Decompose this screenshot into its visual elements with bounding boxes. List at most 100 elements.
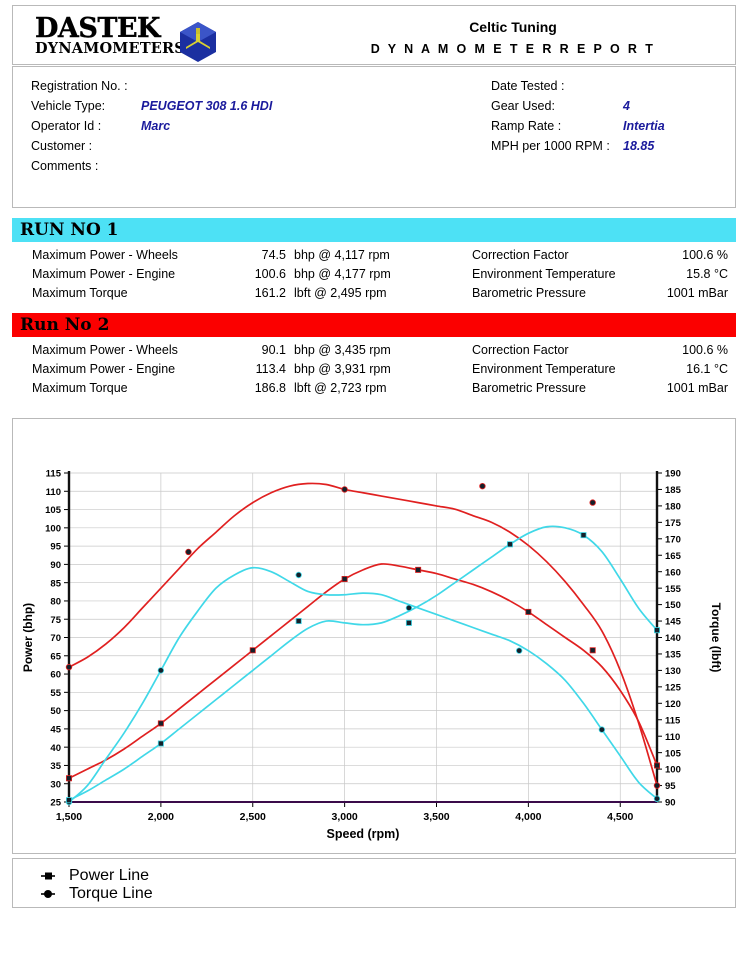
svg-text:85: 85 bbox=[50, 578, 61, 589]
svg-text:150: 150 bbox=[665, 600, 681, 611]
legend-label-power-line: Power Line bbox=[69, 867, 150, 884]
vehicle-details-panel: Registration No. : Vehicle Type: Operato… bbox=[12, 66, 736, 208]
svg-text:135: 135 bbox=[665, 650, 682, 661]
svg-text:4,000: 4,000 bbox=[515, 811, 541, 823]
run-2-unit-power-engine: bhp @ 3,931 rpm bbox=[294, 362, 391, 376]
dyno-chart-svg: 25 30 35 40 45 50 55 60 65 70 75 80 85 90 95 100 105 110 1… bbox=[21, 469, 723, 841]
svg-text:115: 115 bbox=[665, 715, 681, 726]
svg-text:2,500: 2,500 bbox=[240, 811, 266, 823]
svg-text:120: 120 bbox=[665, 699, 681, 710]
svg-text:90: 90 bbox=[665, 798, 676, 809]
company-title: Celtic Tuning bbox=[469, 19, 557, 35]
dastek-logo: DASTEK DYNAMOMETERS bbox=[35, 13, 235, 66]
label-gear-used: Gear Used: bbox=[491, 99, 555, 113]
run-2-row-power-engine: Maximum Power - Engine 113.4 bhp @ 3,931… bbox=[12, 362, 736, 381]
run-2-label-env-temperature: Environment Temperature bbox=[472, 362, 616, 376]
label-operator-id: Operator Id : bbox=[31, 119, 102, 133]
svg-text:165: 165 bbox=[665, 551, 682, 562]
svg-text:105: 105 bbox=[665, 748, 682, 759]
run-1-row-power-wheels: Maximum Power - Wheels 74.5 bhp @ 4,117 … bbox=[12, 248, 736, 267]
power-line-marker-icon bbox=[41, 872, 55, 880]
run-2-unit-torque: lbft @ 2,723 rpm bbox=[294, 381, 387, 395]
run-2-label-torque: Maximum Torque bbox=[32, 381, 128, 395]
svg-text:3,000: 3,000 bbox=[331, 811, 357, 823]
svg-text:90: 90 bbox=[50, 560, 61, 571]
svg-text:3,500: 3,500 bbox=[423, 811, 449, 823]
svg-text:190: 190 bbox=[665, 469, 681, 480]
run-2-row-torque: Maximum Torque 186.8 lbft @ 2,723 rpm Ba… bbox=[12, 381, 736, 400]
svg-text:100: 100 bbox=[665, 765, 681, 776]
run-1-label-correction-factor: Correction Factor bbox=[472, 248, 569, 262]
svg-text:125: 125 bbox=[665, 682, 682, 693]
logo-subtitle: DYNAMOMETERS bbox=[35, 40, 185, 57]
run-1-num-power-engine: 100.6 bbox=[254, 267, 286, 281]
svg-text:145: 145 bbox=[665, 617, 682, 628]
run-1-row-torque: Maximum Torque 161.2 lbft @ 2,495 rpm Ba… bbox=[12, 286, 736, 305]
run-2-summary: Maximum Power - Wheels 90.1 bhp @ 3,435 … bbox=[12, 343, 736, 400]
svg-text:185: 185 bbox=[665, 485, 682, 496]
svg-text:Speed (rpm): Speed (rpm) bbox=[327, 827, 400, 841]
run-1-summary: Maximum Power - Wheels 74.5 bhp @ 4,117 … bbox=[12, 248, 736, 305]
svg-text:110: 110 bbox=[46, 487, 61, 498]
run-2-value-barometric-pressure: 1001 mBar bbox=[666, 381, 728, 395]
run-1-unit-torque: lbft @ 2,495 rpm bbox=[294, 286, 387, 300]
run-1-value-env-temperature: 15.8 °C bbox=[686, 267, 728, 281]
svg-text:65: 65 bbox=[50, 651, 61, 662]
run-1-label-torque: Maximum Torque bbox=[32, 286, 128, 300]
svg-text:1,500: 1,500 bbox=[56, 811, 82, 823]
run-2-num-power-engine: 113.4 bbox=[255, 362, 286, 376]
label-registration-no: Registration No. : bbox=[31, 79, 128, 93]
value-gear-used: 4 bbox=[623, 99, 630, 113]
run-1-unit-power-engine: bhp @ 4,177 rpm bbox=[294, 267, 391, 281]
svg-text:100: 100 bbox=[45, 523, 61, 534]
svg-text:30: 30 bbox=[50, 779, 61, 790]
label-customer: Customer : bbox=[31, 139, 93, 153]
svg-text:95: 95 bbox=[50, 542, 61, 553]
svg-text:50: 50 bbox=[50, 706, 61, 717]
svg-text:80: 80 bbox=[50, 597, 61, 608]
run-2-header: Run No 2 bbox=[12, 313, 736, 337]
svg-text:45: 45 bbox=[50, 724, 61, 735]
run-2-row-power-wheels: Maximum Power - Wheels 90.1 bhp @ 3,435 … bbox=[12, 343, 736, 362]
run-1-label-barometric-pressure: Barometric Pressure bbox=[472, 286, 586, 300]
svg-text:35: 35 bbox=[50, 761, 61, 772]
label-ramp-rate: Ramp Rate : bbox=[491, 119, 562, 133]
svg-text:155: 155 bbox=[665, 584, 682, 595]
svg-text:60: 60 bbox=[50, 670, 61, 681]
chart-legend: Power Line Torque Line bbox=[12, 858, 736, 908]
value-ramp-rate: Intertia bbox=[623, 119, 665, 133]
run-1-value-correction-factor: 100.6 % bbox=[682, 248, 728, 262]
run-2-num-power-wheels: 90.1 bbox=[261, 343, 286, 357]
label-date-tested: Date Tested : bbox=[491, 79, 565, 93]
legend-label-torque-line: Torque Line bbox=[69, 885, 153, 902]
logo-wordmark: DASTEK bbox=[35, 13, 161, 44]
svg-text:130: 130 bbox=[665, 666, 681, 677]
svg-text:95: 95 bbox=[665, 781, 676, 792]
svg-text:40: 40 bbox=[50, 743, 61, 754]
svg-text:170: 170 bbox=[665, 534, 681, 545]
run-1-label-env-temperature: Environment Temperature bbox=[472, 267, 616, 281]
label-vehicle-type: Vehicle Type: bbox=[31, 99, 106, 113]
run-2-label-power-engine: Maximum Power - Engine bbox=[32, 362, 176, 376]
run-1-label-power-wheels: Maximum Power - Wheels bbox=[32, 248, 178, 262]
run-2-value-correction-factor: 100.6 % bbox=[682, 343, 728, 357]
svg-text:Power (bhp): Power (bhp) bbox=[21, 603, 35, 672]
svg-text:140: 140 bbox=[665, 633, 681, 644]
svg-text:Torque (lbft): Torque (lbft) bbox=[709, 603, 723, 673]
svg-text:4,500: 4,500 bbox=[607, 811, 633, 823]
svg-text:2,000: 2,000 bbox=[148, 811, 174, 823]
svg-text:55: 55 bbox=[50, 688, 61, 699]
dyno-chart-panel bbox=[12, 418, 736, 854]
torque-line-marker-icon bbox=[41, 890, 55, 898]
svg-text:175: 175 bbox=[665, 518, 682, 529]
run-1-header: RUN NO 1 bbox=[12, 218, 736, 242]
run-2-label-barometric-pressure: Barometric Pressure bbox=[472, 381, 586, 395]
svg-text:180: 180 bbox=[665, 502, 681, 513]
svg-text:25: 25 bbox=[50, 798, 61, 809]
label-comments: Comments : bbox=[31, 159, 99, 173]
svg-text:110: 110 bbox=[665, 732, 680, 743]
header-panel: DASTEK DYNAMOMETERS Celtic Tuning D Y N … bbox=[12, 5, 736, 65]
dyno-chart: 25 30 35 40 45 50 55 60 65 70 75 80 85 90 95 100 105 110 1… bbox=[12, 418, 736, 854]
svg-text:160: 160 bbox=[665, 567, 681, 578]
